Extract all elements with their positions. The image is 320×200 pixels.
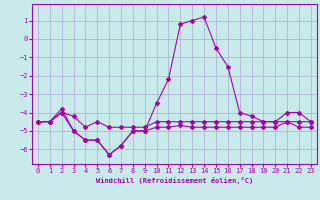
X-axis label: Windchill (Refroidissement éolien,°C): Windchill (Refroidissement éolien,°C) xyxy=(96,177,253,184)
